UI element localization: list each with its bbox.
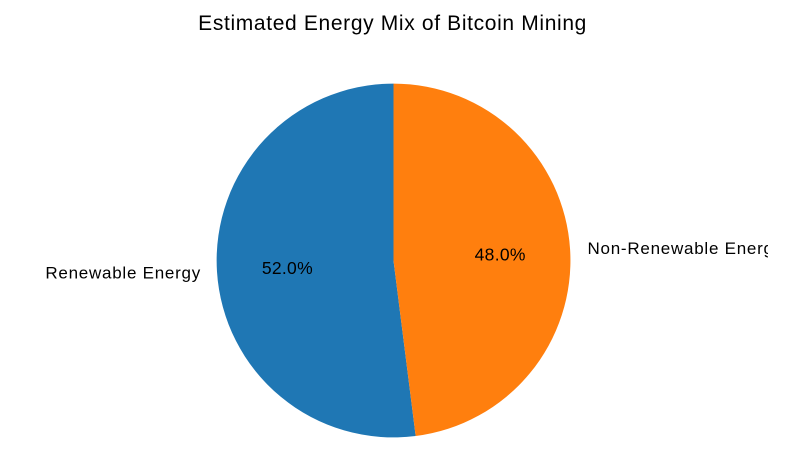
svg-text:52.0%: 52.0% — [262, 258, 313, 278]
svg-text:48.0%: 48.0% — [475, 245, 526, 265]
svg-text:Estimated Energy Mix of Bitcoi: Estimated Energy Mix of Bitcoin Mining — [198, 12, 587, 35]
svg-text:Non-Renewable Energy: Non-Renewable Energy — [588, 239, 784, 258]
svg-text:Renewable Energy: Renewable Energy — [45, 264, 201, 283]
